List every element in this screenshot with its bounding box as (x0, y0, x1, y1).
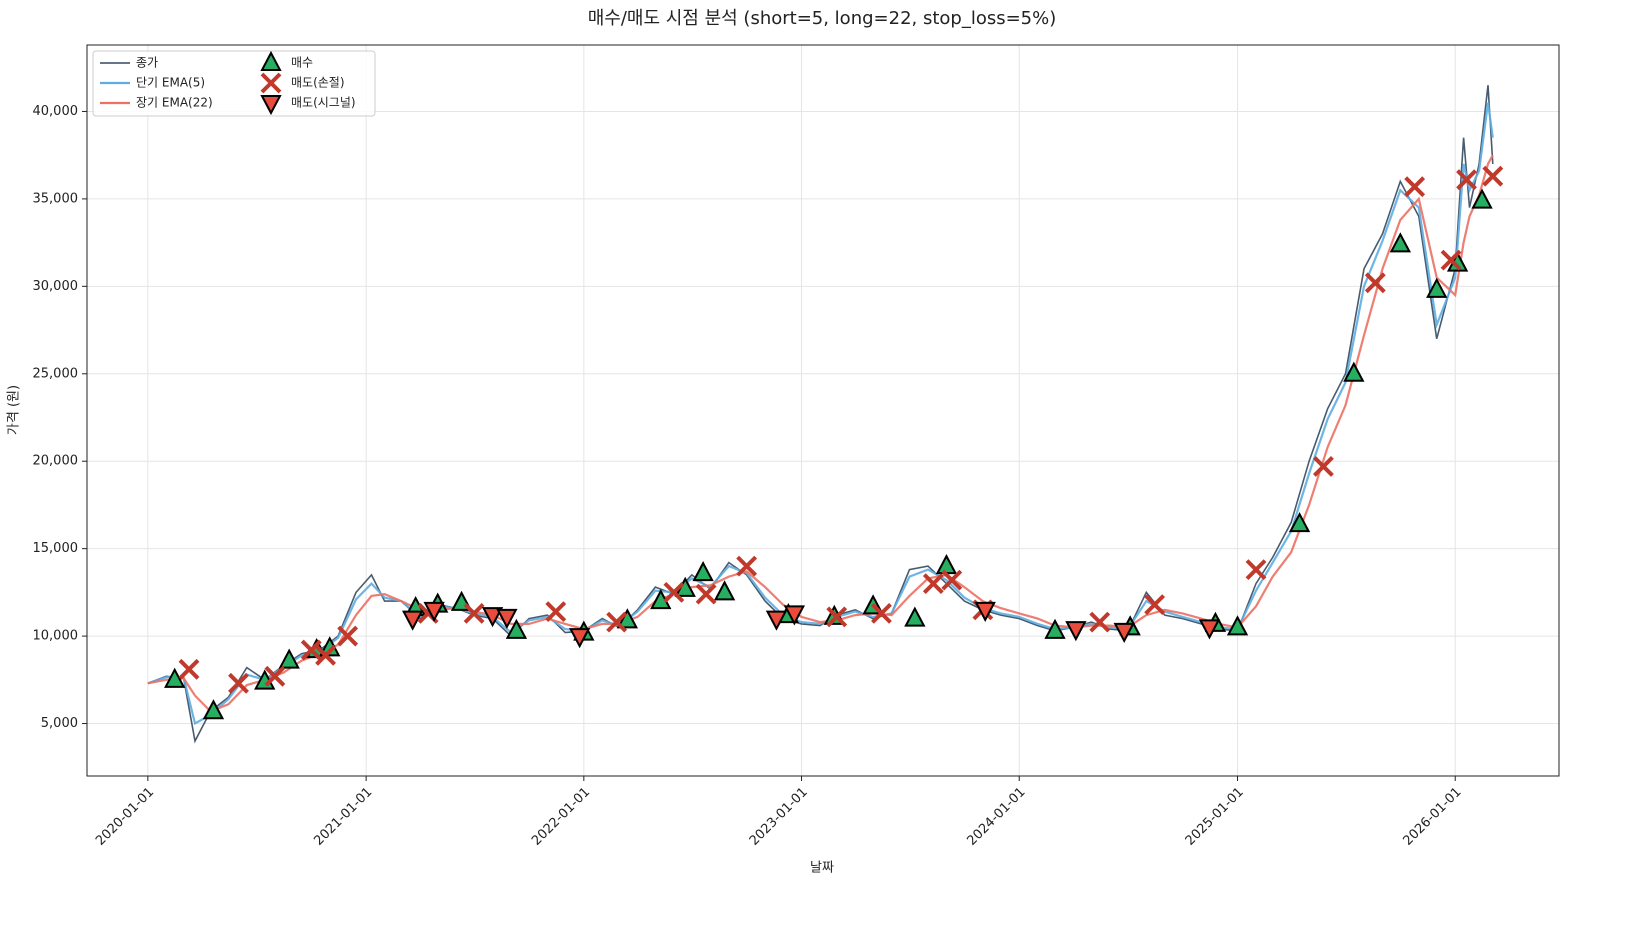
x-tick-label: 2026-01-01 (1400, 785, 1464, 849)
stop-loss-marker (1144, 594, 1166, 616)
buy-marker (1389, 232, 1412, 253)
stop-loss-marker (315, 644, 336, 666)
buy-marker (935, 554, 958, 575)
sell-signal-marker (401, 610, 424, 631)
buy-marker (260, 50, 282, 71)
stop-loss-marker (1089, 611, 1111, 633)
stop-loss-marker (606, 611, 628, 633)
stop-loss-marker (337, 625, 359, 647)
stop-loss-marker (871, 602, 892, 624)
sell-signal-marker (765, 610, 788, 631)
buy-marker (1471, 188, 1493, 209)
legend-label: 매도(시그널) (291, 96, 356, 110)
price-line (147, 85, 1494, 744)
stop-loss-marker (826, 606, 848, 628)
y-tick-label: 40,000 (33, 104, 79, 119)
y-tick-label: 10,000 (33, 629, 79, 644)
stop-loss-marker (736, 555, 758, 577)
stop-loss-marker (463, 602, 485, 624)
buy-marker (202, 699, 225, 720)
y-axis-label: 가격 (원) (7, 385, 22, 435)
buy-marker (904, 606, 926, 627)
buy-marker (1343, 361, 1365, 382)
legend-label: 종가 (136, 56, 158, 70)
y-tick-label: 5,000 (41, 716, 78, 731)
x-tick-label: 2022-01-01 (529, 785, 593, 849)
price-line (147, 154, 1494, 713)
sell-signal-marker (1113, 622, 1135, 643)
stop-loss-marker (663, 581, 685, 603)
x-axis-label: 날짜 (810, 861, 834, 876)
stop-loss-marker (300, 639, 322, 661)
stop-loss-marker (922, 573, 944, 595)
sell-signal-marker (1198, 619, 1221, 640)
x-tick-label: 2025-01-01 (1183, 785, 1247, 849)
y-tick-label: 35,000 (33, 191, 79, 206)
stop-loss-marker (695, 583, 717, 605)
sell-signal-marker (974, 601, 996, 623)
stop-loss-marker (178, 658, 200, 680)
stop-loss-marker (1404, 176, 1426, 198)
buy-marker (713, 580, 736, 601)
buy-marker (1226, 615, 1249, 636)
buy-marker (505, 618, 528, 639)
stop-loss-marker (941, 569, 963, 591)
buy-marker (278, 648, 300, 669)
stop-loss-marker (260, 72, 282, 94)
x-tick-label: 2023-01-01 (747, 785, 811, 849)
x-tick-label: 2020-01-01 (93, 785, 157, 849)
x-tick-label: 2021-01-01 (311, 785, 375, 849)
legend-label: 단기 EMA(5) (136, 76, 205, 90)
x-tick-label: 2024-01-01 (964, 785, 1028, 849)
buy-marker (692, 561, 714, 582)
legend-box (92, 50, 376, 117)
stop-loss-marker (1245, 559, 1267, 581)
stop-loss-marker (1312, 456, 1334, 477)
y-tick-label: 15,000 (33, 541, 79, 556)
stop-loss-marker (228, 672, 249, 694)
legend-label: 장기 EMA(22) (136, 96, 213, 110)
y-tick-label: 25,000 (33, 366, 79, 381)
stop-loss-marker (1482, 165, 1504, 187)
stop-loss-marker (1440, 249, 1462, 271)
price-line (147, 102, 1494, 726)
legend-label: 매수 (291, 56, 313, 70)
stop-loss-marker (1456, 169, 1477, 191)
y-tick-label: 30,000 (33, 279, 79, 294)
buy-marker (1044, 618, 1066, 639)
sell-signal-marker (568, 628, 591, 649)
plot-frame (86, 44, 1560, 777)
stop-loss-marker (1364, 272, 1386, 294)
sell-signal-marker (783, 605, 806, 626)
sell-signal-marker (481, 607, 504, 628)
buy-marker (1426, 277, 1448, 298)
sell-signal-marker (496, 608, 518, 629)
sell-signal-marker (423, 601, 445, 623)
sell-signal-marker (260, 95, 282, 116)
sell-signal-marker (1065, 621, 1087, 642)
stop-loss-marker (545, 601, 567, 623)
buy-marker (616, 608, 639, 629)
stop-loss-marker (264, 665, 286, 687)
y-tick-label: 20,000 (33, 454, 79, 469)
legend-label: 매도(손절) (291, 76, 345, 90)
buy-marker (1288, 512, 1311, 533)
buy-marker (164, 667, 186, 688)
chart-title: 매수/매도 시점 분석 (short=5, long=22, stop_loss… (588, 8, 1057, 29)
